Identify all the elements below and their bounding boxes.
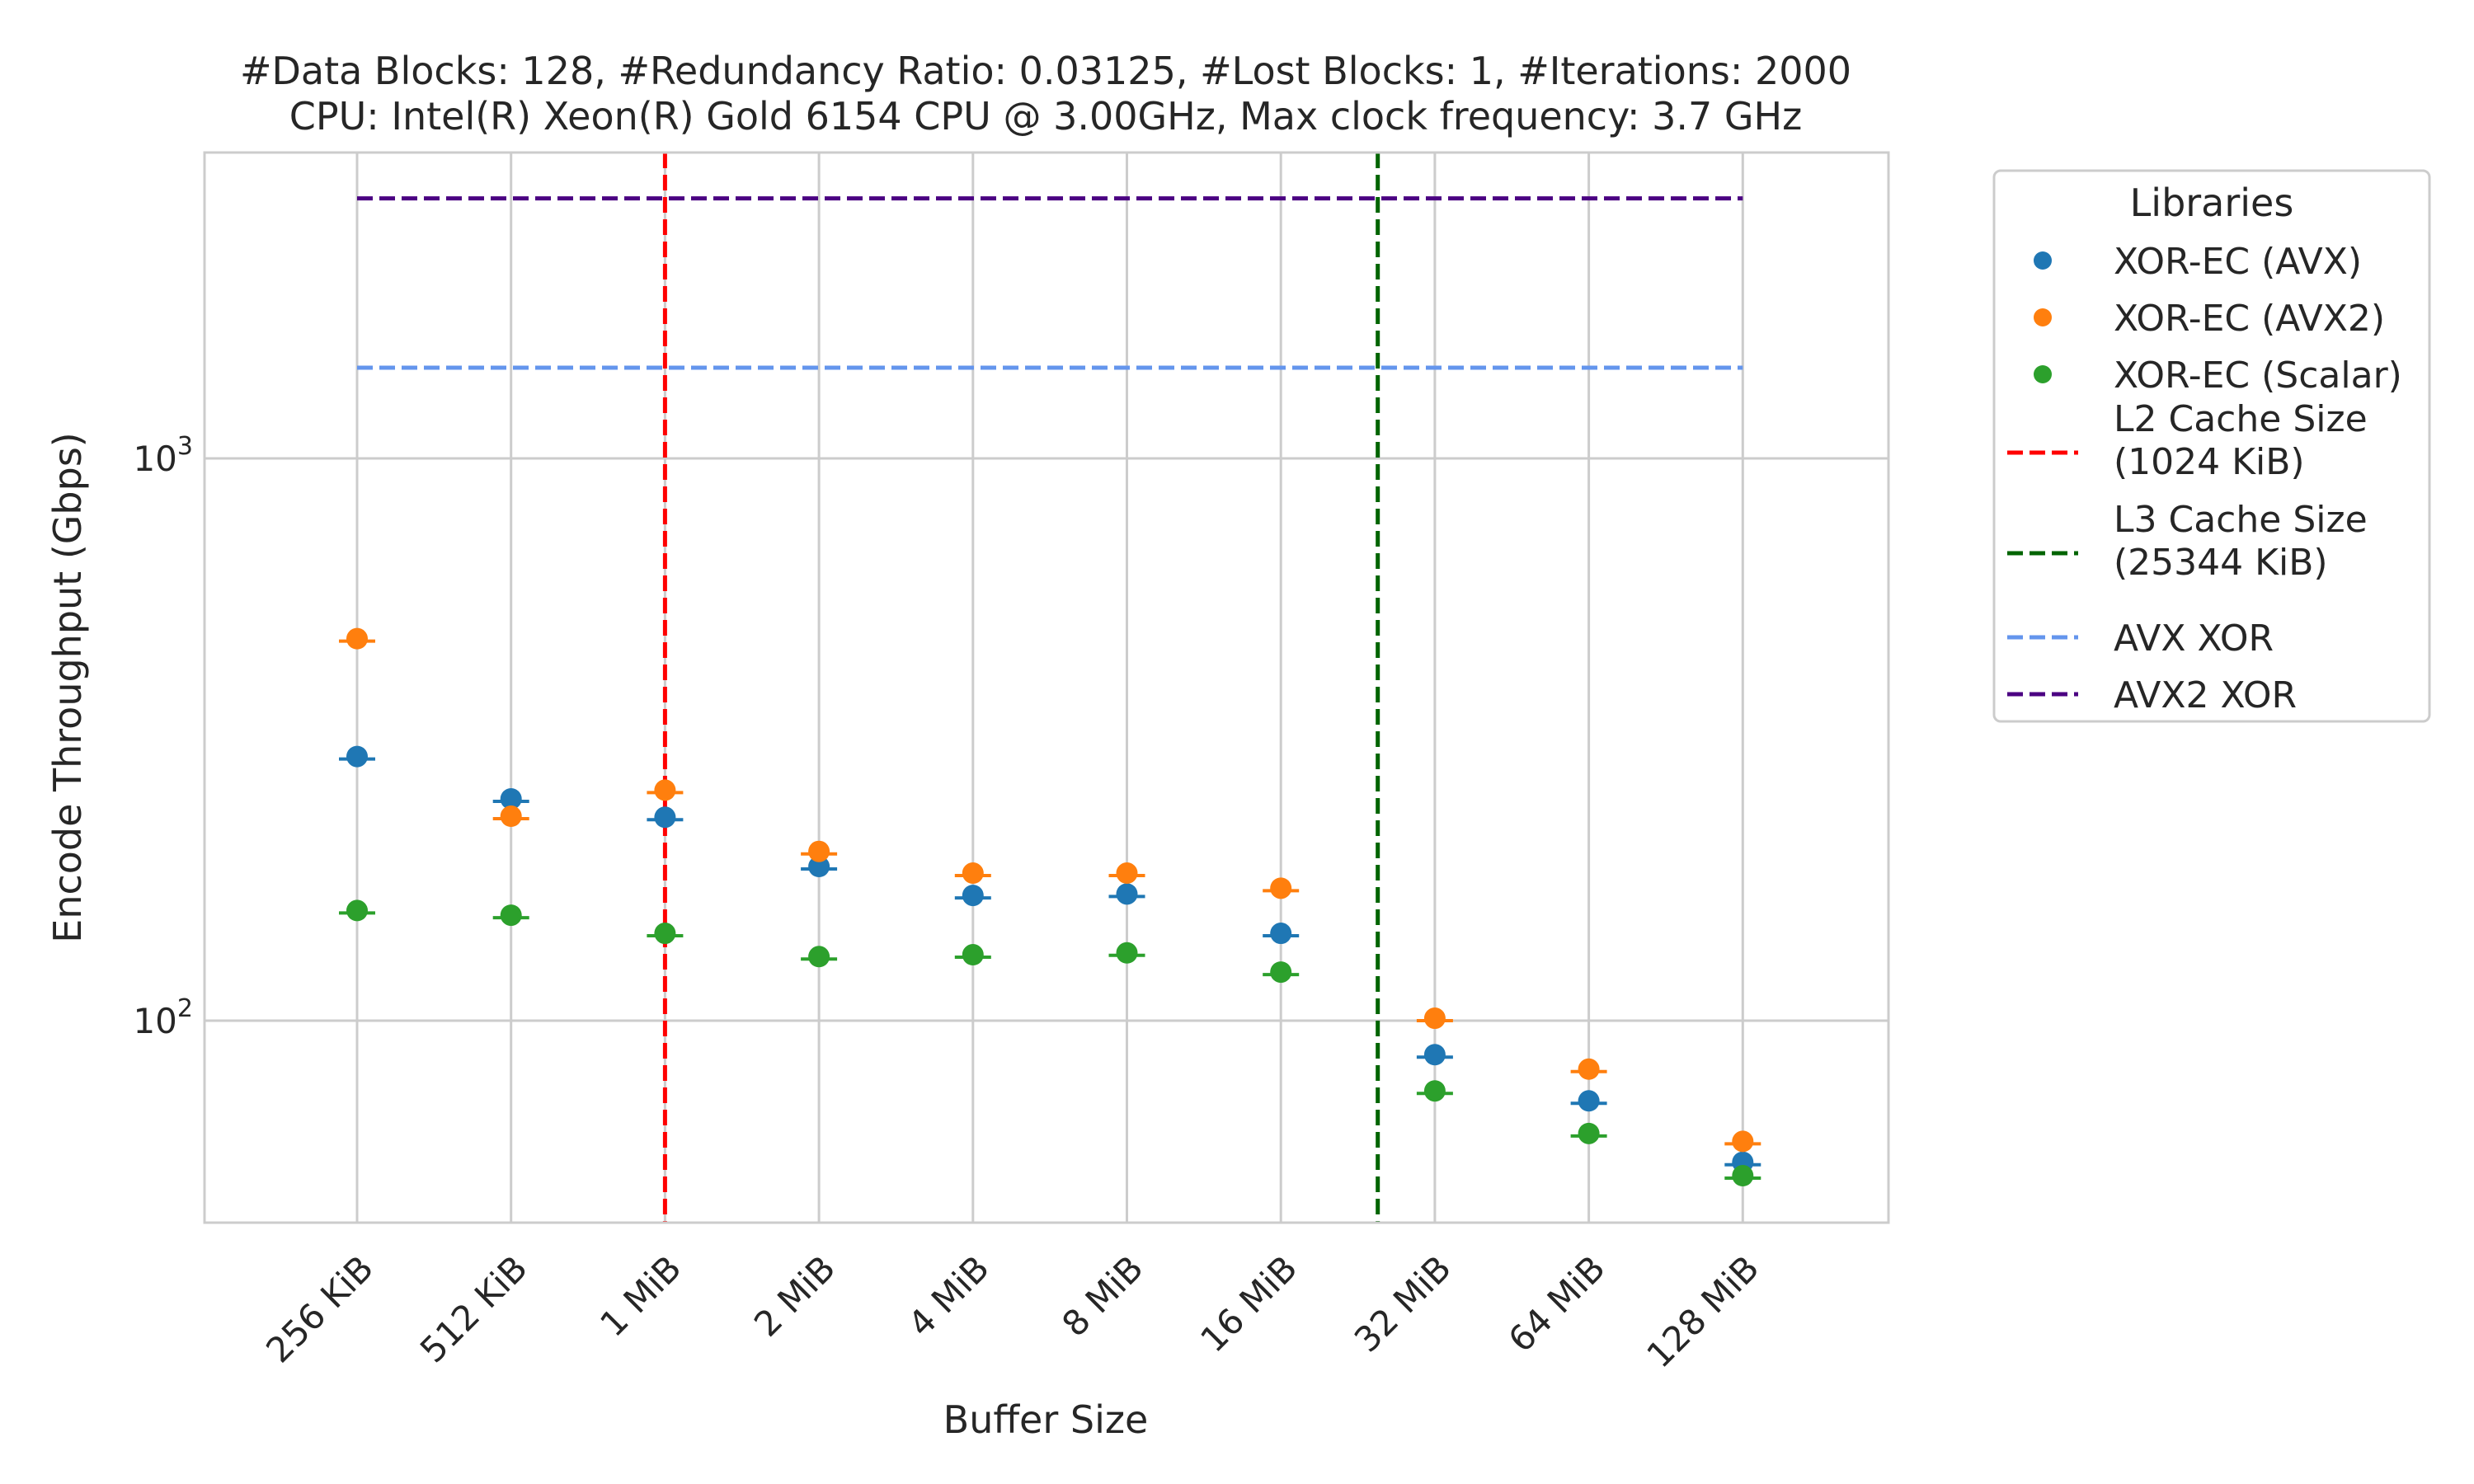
- legend-label-avx-xor: AVX XOR: [2114, 618, 2274, 660]
- point-xor-ec-avx2: [1270, 877, 1292, 899]
- x-tick-label: 16 MiB: [1192, 1247, 1305, 1360]
- legend-marker-xor-ec-avx: [2034, 251, 2052, 270]
- reference-lines: [357, 153, 1743, 1223]
- point-xor-ec-avx2: [346, 627, 368, 650]
- point-xor-ec-scalar: [1270, 961, 1292, 984]
- plot-area-frame: [203, 151, 1890, 1224]
- point-xor-ec-scalar: [500, 904, 522, 927]
- point-xor-ec-avx: [1578, 1090, 1600, 1112]
- legend-label-avx2-xor: AVX2 XOR: [2114, 674, 2297, 716]
- point-xor-ec-avx: [1270, 923, 1292, 945]
- point-xor-ec-avx: [962, 885, 984, 907]
- legend-frame: [1992, 169, 2431, 723]
- point-xor-ec-avx2: [500, 805, 522, 828]
- legend-items: XOR-EC (AVX) XOR-EC (AVX2) XOR-EC (Scalar)…: [2007, 241, 2402, 716]
- point-xor-ec-scalar: [1732, 1165, 1754, 1187]
- chart-title-line1: #Data Blocks: 128, #Redundancy Ratio: 0.…: [240, 49, 1851, 93]
- x-tick-label: 256 KiB: [258, 1247, 381, 1370]
- point-xor-ec-avx2: [1116, 862, 1138, 885]
- legend-label-l3-cache: (25344 KiB): [2114, 542, 2328, 584]
- point-xor-ec-avx: [500, 787, 522, 810]
- point-xor-ec-scalar: [654, 923, 676, 945]
- legend-label-l2-cache: L2 Cache Size: [2114, 398, 2368, 440]
- x-tick-label: 4 MiB: [901, 1247, 997, 1344]
- point-xor-ec-avx2: [654, 779, 676, 801]
- y-tick-labels: 102 103: [133, 432, 193, 1041]
- legend-label-l3-cache: L3 Cache Size: [2114, 499, 2368, 541]
- point-xor-ec-avx: [808, 856, 830, 878]
- point-xor-ec-avx: [1423, 1044, 1446, 1066]
- point-xor-ec-avx2: [1578, 1058, 1600, 1080]
- x-tick-label: 1 MiB: [592, 1247, 689, 1344]
- point-xor-ec-scalar: [346, 899, 368, 922]
- legend-label-xor-ec-scalar: XOR-EC (Scalar): [2114, 355, 2402, 397]
- point-xor-ec-avx2: [808, 840, 830, 862]
- legend: Libraries XOR-EC (AVX)XOR-EC (AVX2)XOR-E…: [1992, 169, 2431, 723]
- legend-marker-xor-ec-scalar: [2034, 365, 2052, 383]
- chart-title-line2: CPU: Intel(R) Xeon(R) Gold 6154 CPU @ 3.…: [289, 94, 1803, 139]
- legend-label-xor-ec-avx: XOR-EC (AVX): [2114, 241, 2362, 283]
- point-xor-ec-scalar: [1423, 1080, 1446, 1102]
- point-xor-ec-scalar: [808, 946, 830, 968]
- point-xor-ec-avx: [1116, 883, 1138, 905]
- legend-marker-xor-ec-avx2: [2034, 308, 2052, 326]
- y-tick-label: 103: [133, 432, 193, 479]
- y-tick-label: 102: [133, 994, 193, 1041]
- point-xor-ec-avx: [346, 745, 368, 768]
- point-xor-ec-avx2: [1732, 1130, 1754, 1153]
- grid: [205, 153, 1888, 1223]
- x-axis-label: Buffer Size: [943, 1397, 1149, 1442]
- x-tick-label: 2 MiB: [746, 1247, 843, 1344]
- legend-label-xor-ec-avx2: XOR-EC (AVX2): [2114, 298, 2385, 340]
- x-tick-label: 8 MiB: [1054, 1247, 1150, 1344]
- point-xor-ec-scalar: [1116, 942, 1138, 964]
- y-axis-label: Encode Throughput (Gbps): [45, 432, 90, 943]
- point-xor-ec-scalar: [962, 944, 984, 966]
- x-tick-labels: 256 KiB 512 KiB 1 MiB 2 MiB 4 MiB 8 MiB 16 MiB…: [258, 1247, 1766, 1375]
- legend-label-l2-cache: (1024 KiB): [2114, 441, 2305, 483]
- point-xor-ec-avx2: [1423, 1007, 1446, 1030]
- legend-title: Libraries: [2130, 181, 2294, 225]
- data-points: [339, 627, 1761, 1187]
- point-xor-ec-avx: [654, 806, 676, 829]
- point-xor-ec-scalar: [1578, 1122, 1600, 1144]
- x-tick-label: 512 KiB: [412, 1247, 535, 1370]
- point-xor-ec-avx2: [962, 862, 984, 885]
- x-tick-label: 32 MiB: [1347, 1247, 1459, 1360]
- x-tick-label: 128 MiB: [1639, 1247, 1766, 1375]
- x-tick-label: 64 MiB: [1501, 1247, 1613, 1360]
